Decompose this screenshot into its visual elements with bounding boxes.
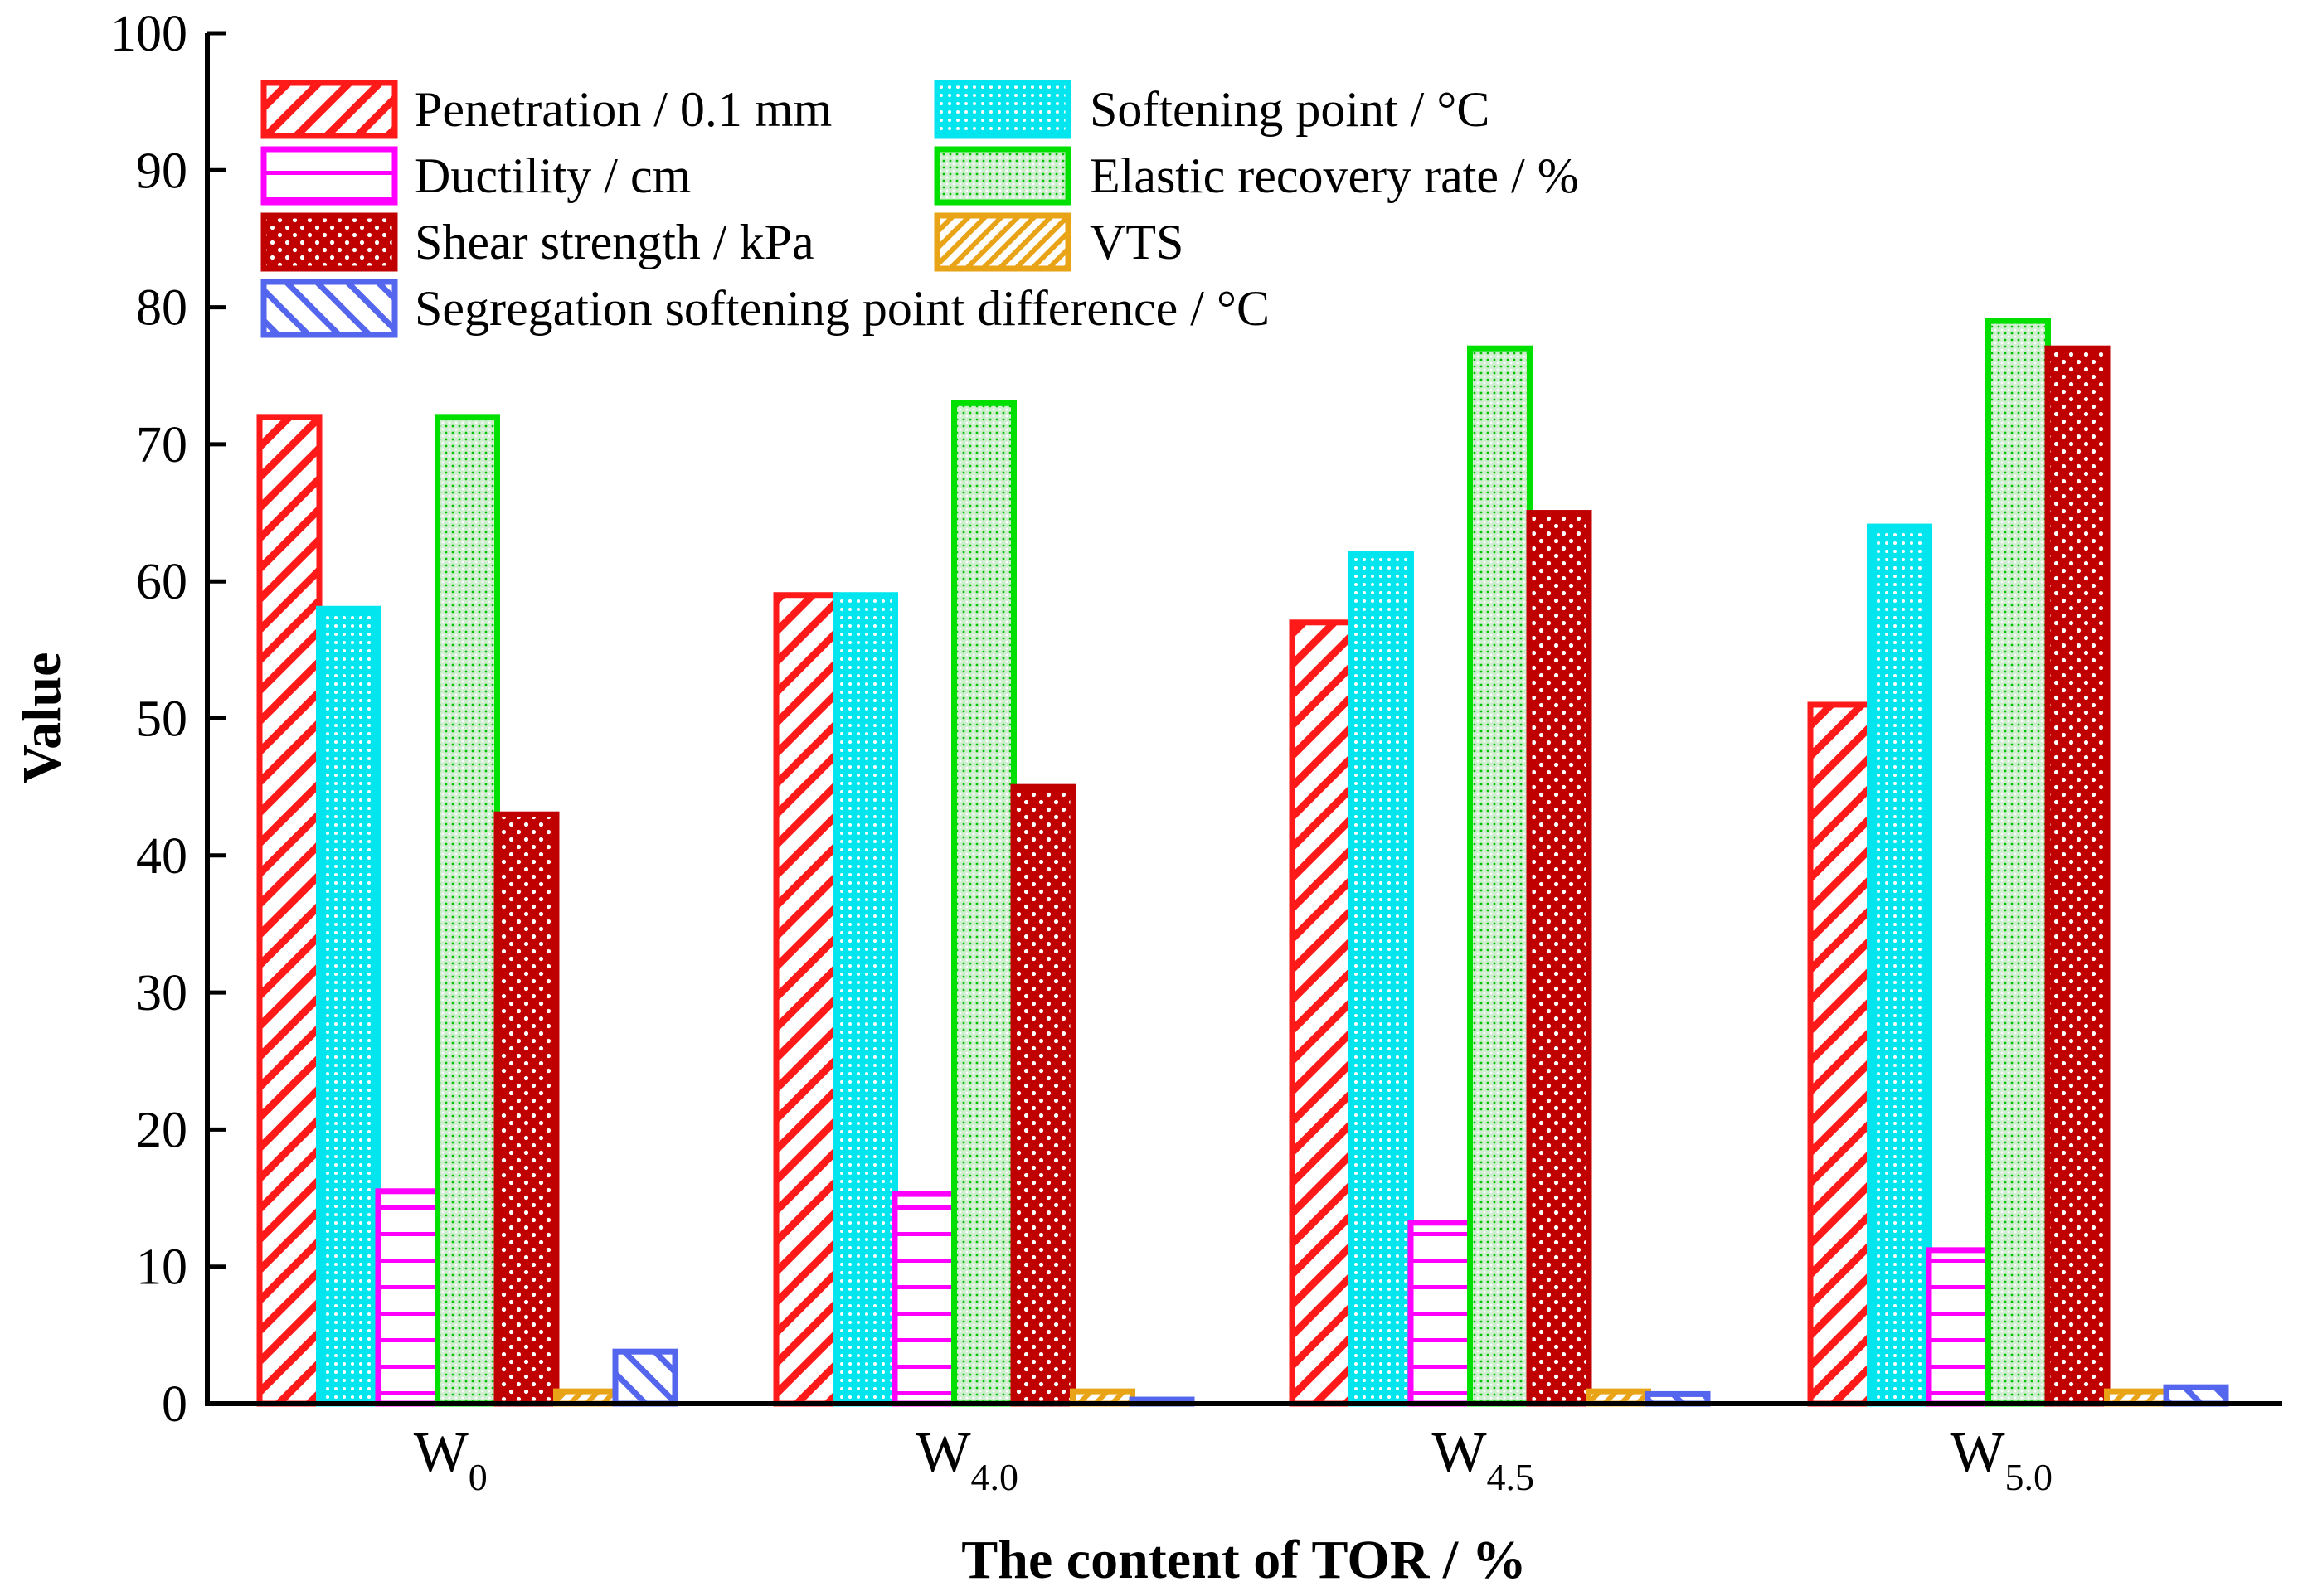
legend-swatch-6	[260, 279, 398, 338]
y-tick-label: 20	[136, 1102, 187, 1158]
legend-swatch-3	[934, 146, 1071, 206]
legend-swatch-1	[934, 80, 1071, 139]
legend-swatch-4	[260, 212, 398, 272]
legend-label-5: VTS	[1090, 215, 1183, 269]
bar-1-4	[1010, 783, 1076, 1407]
x-category-label: W4.5	[1431, 1421, 1534, 1498]
y-tick-label: 100	[110, 6, 187, 62]
bar-3-3	[1985, 318, 2051, 1407]
bar-0-6	[612, 1348, 678, 1407]
x-axis-title: The content of TOR / %	[961, 1530, 1526, 1590]
x-category-label: W0	[414, 1421, 488, 1498]
legend-label-0: Penetration / 0.1 mm	[415, 82, 832, 137]
bar-3-1	[1867, 523, 1932, 1407]
x-category-label: W4.0	[916, 1421, 1018, 1498]
y-tick-label: 10	[136, 1239, 187, 1296]
bar-1-0	[773, 592, 839, 1407]
y-axis-title: Value	[12, 652, 72, 784]
legend-label-1: Softening point / °C	[1090, 82, 1489, 137]
bars-layer	[256, 318, 2229, 1407]
y-tick-label: 40	[136, 828, 187, 885]
bar-3-2	[1926, 1247, 1992, 1407]
y-tick-label: 50	[136, 691, 187, 748]
bar-2-4	[1526, 510, 1592, 1407]
legend-label-6: Segregation softening point difference /…	[415, 281, 1270, 336]
legend-swatch-5	[934, 212, 1071, 272]
x-category-labels: W0 W4.0 W4.5 W5.0	[414, 1421, 2053, 1498]
y-tick-label: 0	[162, 1376, 187, 1433]
legend-swatch-0	[260, 80, 398, 139]
y-tick-label: 70	[136, 417, 187, 473]
bar-0-0	[256, 414, 323, 1407]
y-tick-label: 90	[136, 143, 187, 199]
y-tick-label: 60	[136, 554, 187, 610]
bar-0-3	[435, 414, 500, 1407]
legend: Penetration / 0.1 mm Softening point / °C…	[260, 80, 1579, 338]
x-category-label: W5.0	[1950, 1421, 2053, 1498]
bar-3-4	[2044, 345, 2111, 1407]
bar-2-3	[1467, 345, 1533, 1407]
y-tick-label: 80	[136, 280, 187, 337]
y-ticks: 0 10 20 30 40 50 60 70 80 90 100	[110, 6, 226, 1433]
bar-1-1	[833, 592, 898, 1407]
bar-1-3	[951, 400, 1017, 1407]
bar-2-2	[1407, 1220, 1474, 1407]
legend-label-2: Ductility / cm	[415, 148, 691, 203]
bar-3-0	[1807, 701, 1873, 1407]
legend-label-3: Elastic recovery rate / %	[1090, 148, 1579, 203]
legend-swatch-2	[260, 146, 398, 206]
bar-2-0	[1289, 619, 1355, 1407]
bar-2-1	[1348, 551, 1414, 1407]
bar-0-2	[375, 1188, 441, 1407]
bar-0-4	[493, 811, 560, 1407]
y-tick-label: 30	[136, 965, 187, 1021]
legend-label-4: Shear strength / kPa	[415, 215, 814, 269]
bar-1-2	[892, 1191, 958, 1407]
bar-0-1	[316, 605, 381, 1407]
